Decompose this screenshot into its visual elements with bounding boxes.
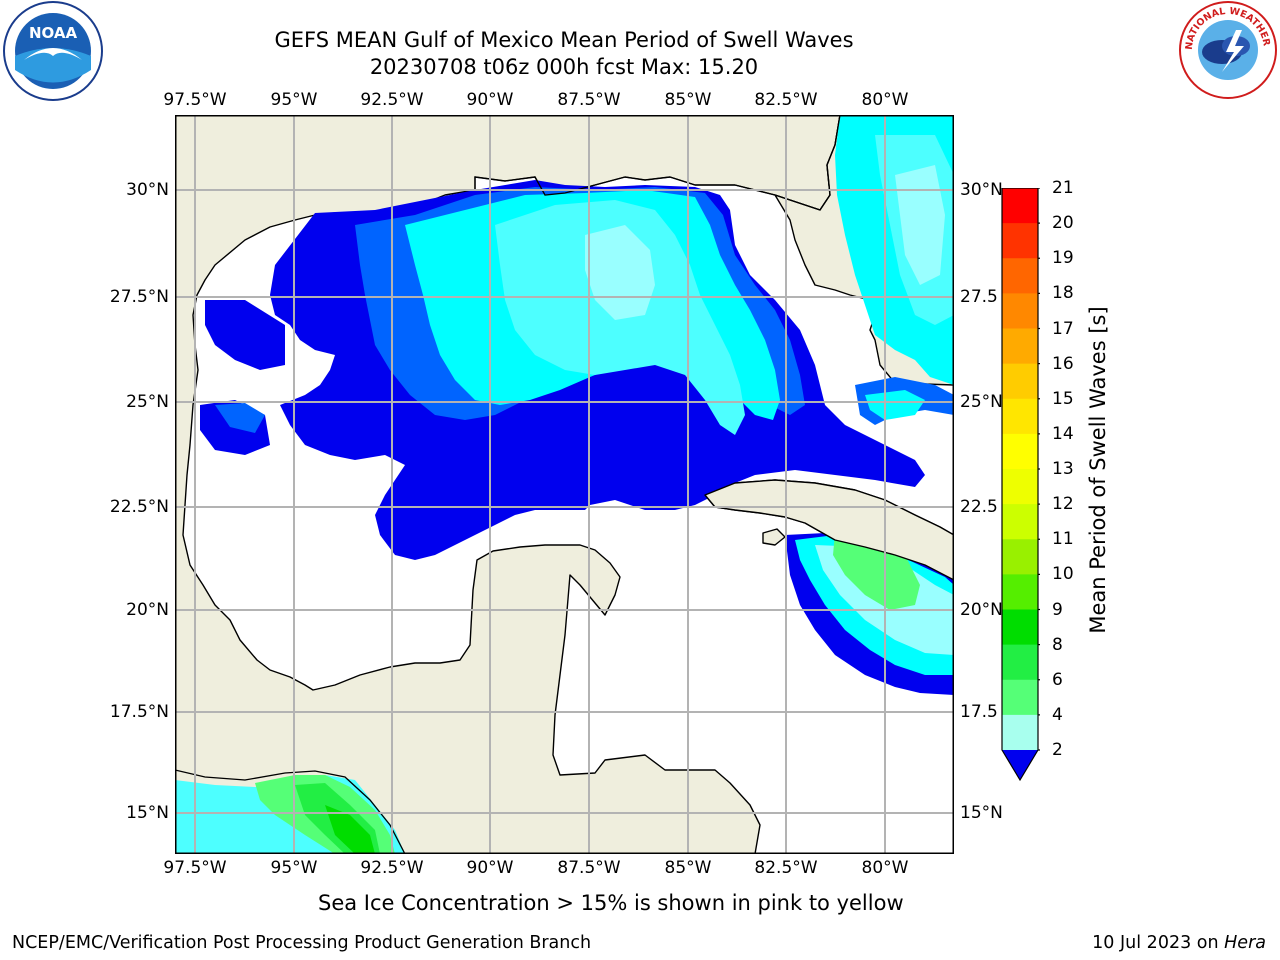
colorbar-tick-label: 8 xyxy=(1052,634,1063,655)
generation-date: 10 Jul 2023 on Hera xyxy=(1092,933,1266,953)
lat-label-right: 27.5 xyxy=(960,287,998,307)
lat-label-left: 20°N xyxy=(126,600,169,620)
colorbar-extension xyxy=(1002,750,1038,780)
lon-label-bottom: 92.5°W xyxy=(360,858,424,878)
colorbar-band xyxy=(1002,398,1038,435)
colorbar-tick-label: 21 xyxy=(1052,178,1074,198)
colorbar-band xyxy=(1002,363,1038,400)
lat-label-left: 22.5°N xyxy=(109,497,169,517)
lon-label-bottom: 87.5°W xyxy=(557,858,621,878)
noaa-logo-text: NOAA xyxy=(29,24,78,42)
colorbar-tick-label: 12 xyxy=(1052,494,1074,515)
lat-label-right: 20°N xyxy=(960,600,1003,620)
lon-label-top: 97.5°W xyxy=(163,90,227,110)
colorbar-tick-label: 17 xyxy=(1052,318,1074,339)
colorbar-bands xyxy=(1002,188,1038,780)
colorbar xyxy=(1001,188,1040,782)
colorbar-tick-label: 19 xyxy=(1052,248,1074,269)
colorbar-band xyxy=(1002,679,1038,716)
lon-label-bottom: 95°W xyxy=(270,858,318,878)
lat-label-left: 25°N xyxy=(126,392,169,412)
colorbar-band xyxy=(1002,644,1038,681)
lon-label-bottom: 85°W xyxy=(664,858,712,878)
map-subtitle: 20230708 t06z 000h fcst Max: 15.20 xyxy=(369,55,759,79)
colorbar-tick-label: 20 xyxy=(1052,213,1074,234)
lat-label-left: 27.5°N xyxy=(109,287,169,307)
colorbar-tick-label: 2 xyxy=(1052,740,1063,760)
colorbar-band xyxy=(1002,574,1038,610)
lon-label-top: 87.5°W xyxy=(557,90,621,110)
date-text: 10 Jul 2023 on xyxy=(1092,933,1225,953)
map-title: GEFS MEAN Gulf of Mexico Mean Period of … xyxy=(274,28,854,52)
colorbar-tick-label: 11 xyxy=(1052,529,1074,550)
noaa-logo: NOAA xyxy=(3,1,103,101)
lat-label-right: 15°N xyxy=(960,803,1003,823)
lat-label-right: 22.5 xyxy=(960,497,998,517)
colorbar-band xyxy=(1002,258,1038,294)
colorbar-tick-label: 16 xyxy=(1052,353,1074,374)
colorbar-band xyxy=(1002,293,1038,329)
colorbar-tick-label: 9 xyxy=(1052,599,1063,620)
lat-label-left: 30°N xyxy=(126,180,169,200)
lat-label-right: 25°N xyxy=(960,392,1003,412)
colorbar-band xyxy=(1002,223,1038,259)
colorbar-band xyxy=(1002,433,1038,470)
lon-label-top: 80°W xyxy=(861,90,909,110)
swell-period-map xyxy=(175,115,954,854)
lon-label-top: 95°W xyxy=(270,90,318,110)
lat-label-left: 15°N xyxy=(126,803,169,823)
lon-label-bottom: 82.5°W xyxy=(754,858,818,878)
colorbar-band xyxy=(1002,328,1038,365)
colorbar-tick-label: 13 xyxy=(1052,459,1074,479)
colorbar-band xyxy=(1002,609,1038,646)
lon-label-bottom: 80°W xyxy=(861,858,909,878)
land-overlay xyxy=(704,479,954,581)
map-frame xyxy=(175,115,954,854)
colorbar-band xyxy=(1002,539,1038,575)
lon-label-top: 92.5°W xyxy=(360,90,424,110)
lon-label-bottom: 97.5°W xyxy=(163,858,227,878)
colorbar-tick-label: 6 xyxy=(1052,669,1063,690)
lat-label-right: 17.5 xyxy=(960,702,998,722)
sea-ice-footnote: Sea Ice Concentration > 15% is shown in … xyxy=(318,891,904,915)
lon-label-bottom: 90°W xyxy=(466,858,514,878)
gridlines xyxy=(175,115,954,854)
lat-label-left: 17.5°N xyxy=(109,702,169,722)
lon-label-top: 82.5°W xyxy=(754,90,818,110)
colorbar-band xyxy=(1002,469,1038,505)
colorbar-tick-label: 10 xyxy=(1052,564,1074,585)
colorbar-tick-label: 4 xyxy=(1052,704,1063,725)
nws-logo: NATIONAL WEATHER SERVICE xyxy=(1178,0,1277,99)
lon-label-top: 90°W xyxy=(466,90,514,110)
colorbar-tick-label: 15 xyxy=(1052,388,1074,409)
machine-name: Hera xyxy=(1224,933,1266,953)
colorbar-tick-label: 14 xyxy=(1052,423,1074,444)
credit-line: NCEP/EMC/Verification Post Processing Pr… xyxy=(12,933,592,953)
colorbar-band xyxy=(1002,714,1038,751)
colorbar-tick-label: 18 xyxy=(1052,283,1074,304)
lat-label-right: 30°N xyxy=(960,180,1003,200)
colorbar-band xyxy=(1002,188,1038,224)
colorbar-band xyxy=(1002,504,1038,540)
colorbar-label: Mean Period of Swell Waves [s] xyxy=(1086,306,1110,634)
lon-label-top: 85°W xyxy=(664,90,712,110)
